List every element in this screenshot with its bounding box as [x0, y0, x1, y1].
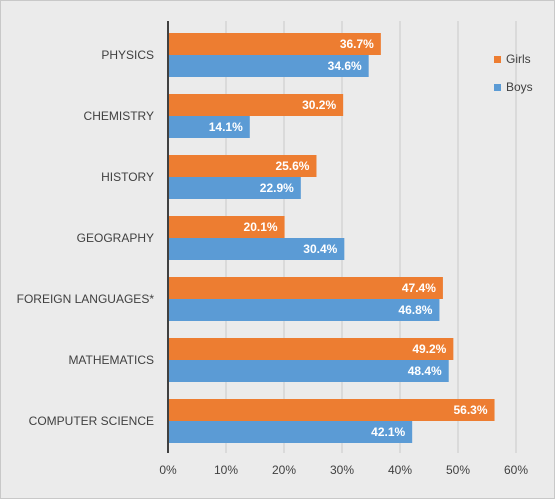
bar-girls-mathematics [168, 338, 454, 360]
bar-girls-physics [168, 33, 381, 55]
data-label-girls-chemistry: 30.2% [302, 98, 336, 112]
data-label-boys-foreign-languages: 46.8% [398, 303, 432, 317]
bar-girls-geography [168, 216, 285, 238]
x-tick-label-60: 60% [504, 463, 528, 477]
bar-boys-mathematics [168, 360, 449, 382]
bar-girls-chemistry [168, 94, 344, 116]
bar-boys-history [168, 177, 301, 199]
bar-boys-chemistry [168, 116, 250, 138]
x-tick-label-40: 40% [388, 463, 412, 477]
data-label-girls-mathematics: 49.2% [412, 342, 446, 356]
data-label-girls-physics: 36.7% [340, 37, 374, 51]
data-label-boys-geography: 30.4% [303, 242, 337, 256]
legend-swatch-girls [494, 56, 501, 63]
data-label-boys-physics: 34.6% [328, 59, 362, 73]
data-label-girls-geography: 20.1% [244, 220, 278, 234]
bar-girls-computer-science [168, 399, 495, 421]
legend-label-boys: Boys [506, 80, 533, 94]
category-label-foreign-languages: FOREIGN LANGUAGES* [17, 292, 155, 306]
bar-boys-foreign-languages [168, 299, 440, 321]
category-label-history: HISTORY [101, 170, 154, 184]
bar-boys-computer-science [168, 421, 413, 443]
data-label-boys-chemistry: 14.1% [209, 120, 243, 134]
data-label-boys-computer-science: 42.1% [371, 425, 405, 439]
category-label-physics: PHYSICS [101, 48, 154, 62]
data-label-boys-history: 22.9% [260, 181, 294, 195]
bar-boys-physics [168, 55, 369, 77]
x-tick-label-20: 20% [272, 463, 296, 477]
legend-label-girls: Girls [506, 52, 531, 66]
bar-boys-geography [168, 238, 345, 260]
bar-girls-foreign-languages [168, 277, 443, 299]
x-tick-label-30: 30% [330, 463, 354, 477]
category-label-geography: GEOGRAPHY [77, 231, 154, 245]
category-label-chemistry: CHEMISTRY [84, 109, 154, 123]
x-tick-label-0: 0% [159, 463, 177, 477]
x-tick-label-10: 10% [214, 463, 238, 477]
legend-swatch-boys [494, 84, 501, 91]
x-tick-label-50: 50% [446, 463, 470, 477]
category-label-computer-science: COMPUTER SCIENCE [29, 414, 154, 428]
data-label-girls-computer-science: 56.3% [454, 403, 488, 417]
data-label-boys-mathematics: 48.4% [408, 364, 442, 378]
category-label-mathematics: MATHEMATICS [68, 353, 154, 367]
bar-girls-history [168, 155, 317, 177]
data-label-girls-history: 25.6% [275, 159, 309, 173]
data-label-girls-foreign-languages: 47.4% [402, 281, 436, 295]
